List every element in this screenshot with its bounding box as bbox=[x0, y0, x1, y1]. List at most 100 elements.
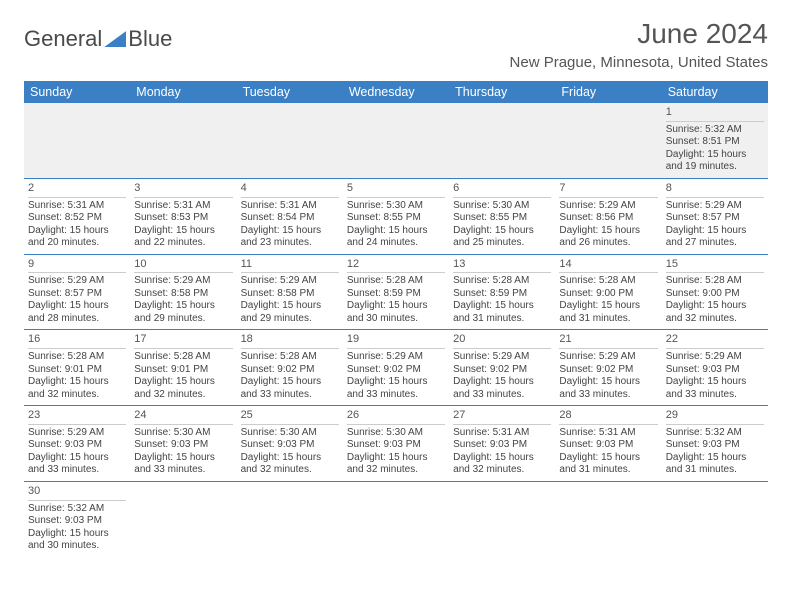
logo-text-1: General bbox=[24, 26, 102, 52]
day-number: 9 bbox=[28, 258, 126, 274]
day-number: 27 bbox=[453, 409, 551, 425]
weekday-label: Tuesday bbox=[237, 81, 343, 103]
day-cell: 17 Sunrise: 5:28 AMSunset: 9:01 PMDayligh… bbox=[130, 330, 236, 405]
day-info: Sunrise: 5:29 AMSunset: 9:02 PMDaylight:… bbox=[453, 351, 551, 401]
day-info: Sunrise: 5:29 AMSunset: 9:02 PMDaylight:… bbox=[559, 351, 657, 401]
day-number: 30 bbox=[28, 485, 126, 501]
day-info: Sunrise: 5:28 AMSunset: 8:59 PMDaylight:… bbox=[453, 275, 551, 325]
day-info: Sunrise: 5:31 AMSunset: 8:54 PMDaylight:… bbox=[241, 200, 339, 250]
empty-cell bbox=[449, 103, 555, 178]
day-number: 16 bbox=[28, 333, 126, 349]
weekday-label: Thursday bbox=[449, 81, 555, 103]
empty-cell bbox=[343, 103, 449, 178]
day-cell: 2 Sunrise: 5:31 AMSunset: 8:52 PMDaylight… bbox=[24, 179, 130, 254]
day-number: 11 bbox=[241, 258, 339, 274]
calendar-week: 1 Sunrise: 5:32 AMSunset: 8:51 PMDaylight… bbox=[24, 103, 768, 179]
day-number: 1 bbox=[666, 106, 764, 122]
calendar-week: 16 Sunrise: 5:28 AMSunset: 9:01 PMDayligh… bbox=[24, 330, 768, 406]
day-number: 21 bbox=[559, 333, 657, 349]
day-info: Sunrise: 5:29 AMSunset: 8:57 PMDaylight:… bbox=[28, 275, 126, 325]
day-info: Sunrise: 5:30 AMSunset: 9:03 PMDaylight:… bbox=[347, 427, 445, 477]
day-info: Sunrise: 5:31 AMSunset: 8:52 PMDaylight:… bbox=[28, 200, 126, 250]
calendar-week: 30 Sunrise: 5:32 AMSunset: 9:03 PMDayligh… bbox=[24, 482, 768, 557]
day-cell: 1 Sunrise: 5:32 AMSunset: 8:51 PMDaylight… bbox=[662, 103, 768, 178]
weekday-label: Friday bbox=[555, 81, 661, 103]
day-cell: 10Sunrise: 5:29 AMSunset: 8:58 PMDayligh… bbox=[130, 255, 236, 330]
day-info: Sunrise: 5:29 AMSunset: 9:03 PMDaylight:… bbox=[28, 427, 126, 477]
day-info: Sunrise: 5:28 AMSunset: 9:00 PMDaylight:… bbox=[666, 275, 764, 325]
logo: General Blue bbox=[24, 26, 172, 52]
day-cell: 9Sunrise: 5:29 AMSunset: 8:57 PMDaylight… bbox=[24, 255, 130, 330]
day-info: Sunrise: 5:29 AMSunset: 9:03 PMDaylight:… bbox=[666, 351, 764, 401]
day-info: Sunrise: 5:28 AMSunset: 8:59 PMDaylight:… bbox=[347, 275, 445, 325]
day-cell: 5Sunrise: 5:30 AMSunset: 8:55 PMDaylight… bbox=[343, 179, 449, 254]
day-info: Sunrise: 5:31 AMSunset: 9:03 PMDaylight:… bbox=[453, 427, 551, 477]
day-cell: 15Sunrise: 5:28 AMSunset: 9:00 PMDayligh… bbox=[662, 255, 768, 330]
day-info: Sunrise: 5:30 AMSunset: 8:55 PMDaylight:… bbox=[453, 200, 551, 250]
calendar: SundayMondayTuesdayWednesdayThursdayFrid… bbox=[24, 81, 768, 557]
day-cell: 26 Sunrise: 5:30 AMSunset: 9:03 PMDayligh… bbox=[343, 406, 449, 481]
weekday-label: Sunday bbox=[24, 81, 130, 103]
day-cell: 25 Sunrise: 5:30 AMSunset: 9:03 PMDayligh… bbox=[237, 406, 343, 481]
day-number: 7 bbox=[559, 182, 657, 198]
day-cell: 3Sunrise: 5:31 AMSunset: 8:53 PMDaylight… bbox=[130, 179, 236, 254]
day-info: Sunrise: 5:28 AMSunset: 9:00 PMDaylight:… bbox=[559, 275, 657, 325]
day-info: Sunrise: 5:30 AMSunset: 9:03 PMDaylight:… bbox=[241, 427, 339, 477]
day-cell: 6 Sunrise: 5:30 AMSunset: 8:55 PMDaylight… bbox=[449, 179, 555, 254]
day-cell: 19 Sunrise: 5:29 AMSunset: 9:02 PMDayligh… bbox=[343, 330, 449, 405]
day-info: Sunrise: 5:31 AMSunset: 9:03 PMDaylight:… bbox=[559, 427, 657, 477]
day-cell: 8Sunrise: 5:29 AMSunset: 8:57 PMDaylight… bbox=[662, 179, 768, 254]
day-info: Sunrise: 5:32 AMSunset: 9:03 PMDaylight:… bbox=[28, 503, 126, 553]
day-number: 26 bbox=[347, 409, 445, 425]
day-number: 25 bbox=[241, 409, 339, 425]
day-info: Sunrise: 5:29 AMSunset: 8:56 PMDaylight:… bbox=[559, 200, 657, 250]
day-cell: 27 Sunrise: 5:31 AMSunset: 9:03 PMDayligh… bbox=[449, 406, 555, 481]
empty-cell bbox=[24, 103, 130, 178]
calendar-week: 2 Sunrise: 5:31 AMSunset: 8:52 PMDaylight… bbox=[24, 179, 768, 255]
day-number: 17 bbox=[134, 333, 232, 349]
calendar-week: 23Sunrise: 5:29 AMSunset: 9:03 PMDayligh… bbox=[24, 406, 768, 482]
day-cell: 11Sunrise: 5:29 AMSunset: 8:58 PMDayligh… bbox=[237, 255, 343, 330]
day-number: 2 bbox=[28, 182, 126, 198]
day-info: Sunrise: 5:32 AMSunset: 8:51 PMDaylight:… bbox=[666, 124, 764, 174]
day-number: 12 bbox=[347, 258, 445, 274]
empty-cell bbox=[237, 103, 343, 178]
empty-cell bbox=[662, 482, 768, 557]
day-cell: 28Sunrise: 5:31 AMSunset: 9:03 PMDayligh… bbox=[555, 406, 661, 481]
day-info: Sunrise: 5:28 AMSunset: 9:01 PMDaylight:… bbox=[134, 351, 232, 401]
day-number: 6 bbox=[453, 182, 551, 198]
day-number: 15 bbox=[666, 258, 764, 274]
day-info: Sunrise: 5:30 AMSunset: 8:55 PMDaylight:… bbox=[347, 200, 445, 250]
day-number: 29 bbox=[666, 409, 764, 425]
empty-cell bbox=[449, 482, 555, 557]
day-number: 19 bbox=[347, 333, 445, 349]
day-info: Sunrise: 5:31 AMSunset: 8:53 PMDaylight:… bbox=[134, 200, 232, 250]
day-cell: 12Sunrise: 5:28 AMSunset: 8:59 PMDayligh… bbox=[343, 255, 449, 330]
day-cell: 21 Sunrise: 5:29 AMSunset: 9:02 PMDayligh… bbox=[555, 330, 661, 405]
day-cell: 24 Sunrise: 5:30 AMSunset: 9:03 PMDayligh… bbox=[130, 406, 236, 481]
day-cell: 22 Sunrise: 5:29 AMSunset: 9:03 PMDayligh… bbox=[662, 330, 768, 405]
day-number: 8 bbox=[666, 182, 764, 198]
empty-cell bbox=[343, 482, 449, 557]
empty-cell bbox=[555, 482, 661, 557]
day-info: Sunrise: 5:29 AMSunset: 8:58 PMDaylight:… bbox=[134, 275, 232, 325]
day-info: Sunrise: 5:32 AMSunset: 9:03 PMDaylight:… bbox=[666, 427, 764, 477]
day-info: Sunrise: 5:28 AMSunset: 9:02 PMDaylight:… bbox=[241, 351, 339, 401]
page-title: June 2024 bbox=[510, 18, 768, 50]
day-number: 13 bbox=[453, 258, 551, 274]
empty-cell bbox=[130, 482, 236, 557]
day-cell: 29 Sunrise: 5:32 AMSunset: 9:03 PMDayligh… bbox=[662, 406, 768, 481]
day-info: Sunrise: 5:30 AMSunset: 9:03 PMDaylight:… bbox=[134, 427, 232, 477]
location: New Prague, Minnesota, United States bbox=[510, 54, 768, 71]
header: General Blue June 2024 New Prague, Minne… bbox=[24, 18, 768, 71]
day-cell: 13Sunrise: 5:28 AMSunset: 8:59 PMDayligh… bbox=[449, 255, 555, 330]
day-cell: 7 Sunrise: 5:29 AMSunset: 8:56 PMDaylight… bbox=[555, 179, 661, 254]
weekday-label: Wednesday bbox=[343, 81, 449, 103]
logo-text-2: Blue bbox=[128, 26, 172, 52]
day-number: 24 bbox=[134, 409, 232, 425]
day-info: Sunrise: 5:28 AMSunset: 9:01 PMDaylight:… bbox=[28, 351, 126, 401]
weekday-label: Saturday bbox=[662, 81, 768, 103]
day-number: 22 bbox=[666, 333, 764, 349]
empty-cell bbox=[237, 482, 343, 557]
day-info: Sunrise: 5:29 AMSunset: 9:02 PMDaylight:… bbox=[347, 351, 445, 401]
